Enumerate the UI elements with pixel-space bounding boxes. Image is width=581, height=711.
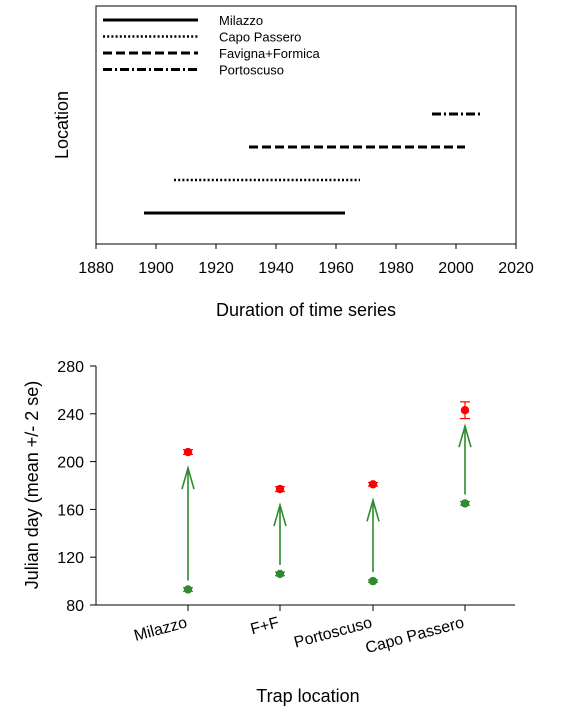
- timeline-x-tick-label: 2020: [498, 260, 534, 277]
- julian-day-x-tick-label: Portoscuso: [292, 614, 374, 651]
- julian-day-y-tick-label: 200: [57, 455, 84, 472]
- timeline-x-tick-label: 1880: [78, 260, 114, 277]
- data-point: [275, 569, 285, 579]
- data-point: [460, 499, 470, 508]
- julian-day-y-tick-label: 240: [57, 407, 84, 424]
- timeline-x-tick-label: 1920: [198, 260, 234, 277]
- julian-day-y-tick-label: 80: [66, 598, 84, 615]
- timeline-x-axis: 1880 1900 1920 1940 1960 1980 2000 2020: [78, 244, 534, 277]
- timeline-x-tick-label: 1900: [138, 260, 174, 277]
- julian-day-y-axis-title: Julian day (mean +/- 2 se): [22, 381, 42, 590]
- arrow-head: [458, 423, 472, 448]
- julian-day-x-tick-label: Milazzo: [132, 614, 189, 644]
- timeline-plot-frame: [95, 5, 517, 245]
- julian-day-y-tick-label: 120: [57, 550, 84, 567]
- julian-day-arrows: [181, 423, 472, 581]
- data-point: [183, 447, 193, 457]
- legend-label: Favigna+Formica: [219, 46, 321, 61]
- julian-day-x-tick-label: F+F: [249, 614, 282, 638]
- data-point: [275, 484, 285, 494]
- timeline-x-tick-label: 2000: [438, 260, 474, 277]
- timeline-x-tick-label: 1980: [378, 260, 414, 277]
- julian-day-points: [183, 401, 470, 594]
- timeline-y-axis-title: Location: [52, 91, 72, 159]
- julian-day-chart: 80 120 160 200 240 280 Milazzo F+F PortoscusoCa…: [22, 359, 515, 706]
- julian-day-y-tick-label: 160: [57, 502, 84, 519]
- data-point: [183, 585, 193, 594]
- timeline-x-tick-label: 1940: [258, 260, 294, 277]
- timeline-x-axis-title: Duration of time series: [216, 300, 396, 320]
- timeline-x-tick-label: 1960: [318, 260, 354, 277]
- legend-label: Capo Passero: [219, 30, 301, 45]
- julian-day-x-axis-title: Trap location: [256, 686, 359, 706]
- arrow-head: [273, 502, 287, 527]
- timeline-bars: [144, 112, 483, 215]
- legend-label: Milazzo: [219, 13, 263, 28]
- julian-day-x-tick-label: Capo Passero: [364, 614, 466, 657]
- data-point: [368, 576, 378, 586]
- arrow-head: [181, 465, 195, 490]
- legend-label: Portoscuso: [219, 63, 284, 78]
- data-point: [460, 406, 470, 415]
- julian-day-y-tick-label: 280: [57, 359, 84, 376]
- julian-day-y-axis: 80 120 160 200 240 280: [57, 359, 96, 615]
- arrow-head: [366, 497, 380, 522]
- data-point: [368, 480, 378, 489]
